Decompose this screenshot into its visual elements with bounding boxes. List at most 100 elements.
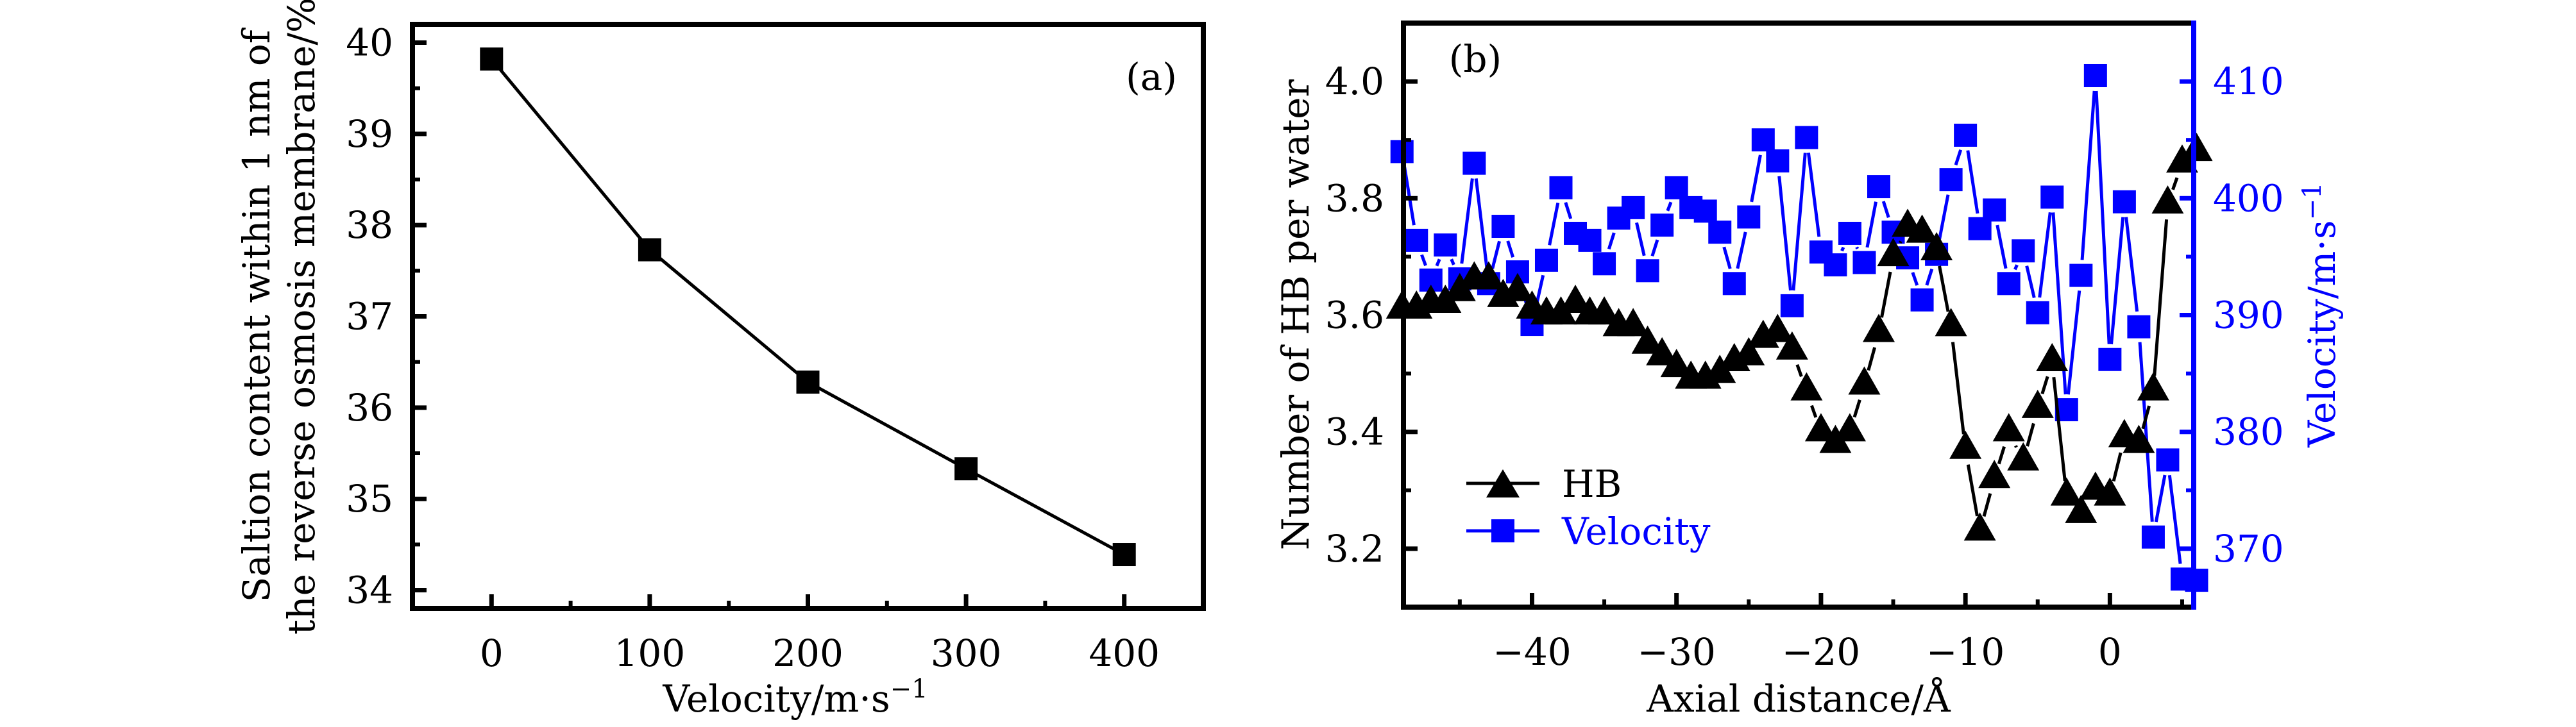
b-x-tick-label: 0 [2098,630,2122,674]
a-plot-frame [410,22,1206,611]
b-velocity-segment [2038,212,2052,298]
b-velocity-segment [1607,232,1616,250]
a-series-segment [807,380,967,471]
b-velocity-point-square [1665,176,1688,199]
b-velocity-segment [1954,149,1963,166]
a-data-point-square [638,238,661,262]
b-hb-point-triangle [1863,313,1895,342]
b-hb-point-triangle [1877,238,1910,267]
b-hb-point-triangle [1949,430,1982,459]
b-velocity-segment [1491,240,1501,269]
b-hb-point-triangle [1935,308,1967,337]
b-hb-segment [2141,405,2151,430]
b-velocity-segment [1855,246,1860,250]
b-hb-segment [2026,422,2035,447]
b-velocity-point-square [1838,221,1861,245]
b-y-right-tick-label: 400 [2213,176,2284,220]
a-x-tick-label: 0 [480,631,504,675]
b-velocity-point-square [1405,228,1428,252]
b-velocity-point-square [1867,175,1891,199]
b-velocity-point-square [2141,525,2165,549]
b-velocity-segment [2013,264,2019,271]
b-velocity-segment [2167,474,2182,564]
panel-b: −40 −30 −20 −10 0 3.2 3.4 3.6 3.8 4.0 370 380 390 400… [1274,21,2344,721]
b-y-right-tick-label: 370 [2213,527,2284,571]
legend-velocity-label: Velocity [1561,510,1711,553]
b-velocity-segment [1635,222,1646,256]
b-hb-point-triangle [1501,272,1534,301]
b-velocity-segment [2138,342,2154,522]
a-x-tick-label: 300 [931,631,1002,675]
b-hb-segment [2171,177,2179,190]
b-velocity-segment [1881,201,1890,219]
b-velocity-segment [1806,153,1821,237]
b-velocity-point-square [2026,301,2049,324]
a-panel-label: (a) [1126,55,1177,99]
b-velocity-segment [1792,153,1807,291]
a-series-segment [648,248,809,383]
b-velocity-point-square [1766,149,1790,172]
b-ylabel-right: Velocity/m·s−1 [2298,182,2344,447]
b-velocity-segment [1911,272,1919,286]
b-hb-point-triangle [1978,460,2011,489]
b-velocity-point-square [1434,233,1457,257]
b-hb-point-triangle [1790,372,1823,401]
b-velocity-point-square [2156,448,2180,472]
b-y-tick-label: 3.2 [1325,527,1384,571]
b-hb-segment [2153,219,2169,376]
b-y-tick-label: 3.4 [1325,410,1384,454]
b-hb-point-triangle [1963,512,1996,541]
b-velocity-segment [1506,240,1515,258]
b-velocity-segment [1460,178,1474,264]
a-series-layer [480,47,1136,567]
b-hb-point-triangle [1660,349,1693,378]
a-y-tick-label: 40 [346,21,393,64]
b-velocity-point-square [1708,221,1732,244]
b-velocity-point-square [1636,259,1659,283]
b-velocity-segment [1564,202,1573,219]
a-x-tick-label: 200 [772,631,843,675]
b-hb-segment [1966,464,1979,517]
a-xlabel: Velocity/m·s−1 [662,674,928,721]
b-hb-segment [1880,271,1892,318]
legend-hb-label: HB [1562,462,1622,506]
b-velocity-point-square [1910,288,1934,312]
b-velocity-segment [1966,150,1979,214]
a-xlabel-sup: −1 [890,674,928,704]
b-velocity-segment [1474,178,1489,269]
b-hb-point-triangle [2007,442,2040,471]
b-velocity-point-square [2127,315,2151,338]
b-velocity-segment [1420,254,1427,267]
b-x-tick-label: −20 [1782,630,1860,674]
b-hb-point-triangle [2137,372,2169,401]
b-hb-point-triangle [1588,296,1621,325]
b-hb-segment [1938,265,1950,312]
b-velocity-segment [1925,268,1934,286]
b-velocity-segment [2124,217,2139,312]
b-velocity-point-square [1549,176,1573,199]
b-velocity-point-square [2185,569,2208,592]
b-velocity-point-square [2098,347,2122,371]
b-velocity-point-square [1983,198,2006,222]
b-velocity-point-square [2083,63,2107,87]
b-xlabel: Axial distance/Å [1646,677,1951,721]
b-hb-point-triangle [1775,331,1808,360]
b-y-tick-label: 3.8 [1325,176,1384,220]
b-hb-segment [1795,364,1803,378]
b-velocity-point-square [1737,205,1761,229]
b-velocity-point-square [1795,126,1818,149]
b-velocity-segment [2110,217,2125,345]
b-velocity-segment [1750,155,1762,203]
b-velocity-point-square [1824,253,1847,277]
b-velocity-segment [2066,290,2081,395]
b-velocity-segment [1996,224,2008,269]
a-ticks-layer: 0 100 200 300 400 34 35 36 37 38 39 40 [346,21,1160,675]
b-velocity-segment [1435,258,1441,267]
b-velocity-segment [1666,201,1673,212]
b-velocity-point-square [1997,272,2021,296]
a-series-segment [965,467,1125,556]
b-velocity-point-square [1491,215,1515,238]
b-hb-point-triangle [1804,413,1837,442]
b-y-right-tick-label: 380 [2213,410,2284,454]
b-hb-segment [2112,452,2123,482]
